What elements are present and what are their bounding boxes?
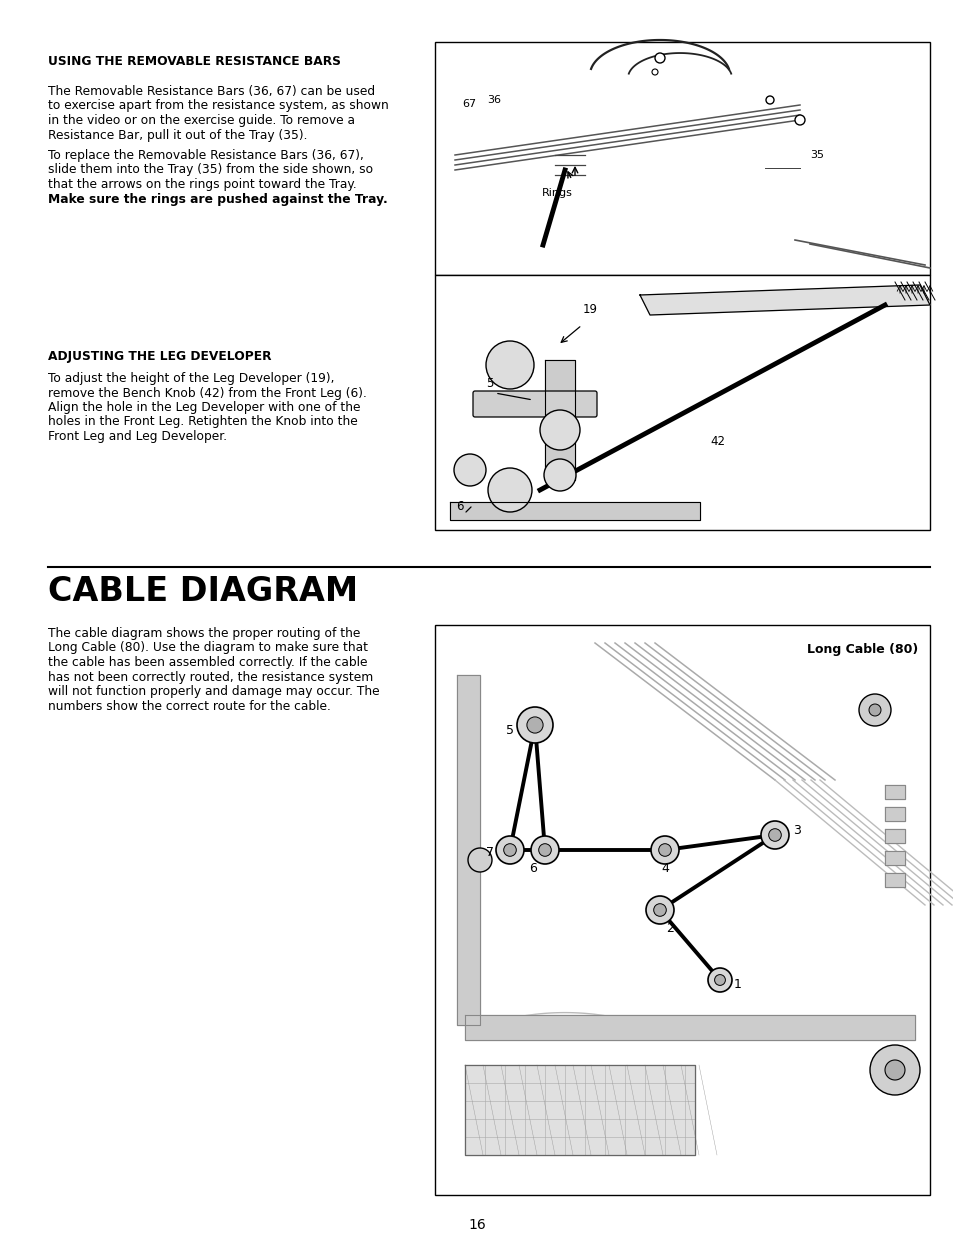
- Text: 6: 6: [456, 500, 463, 513]
- Text: 5: 5: [485, 377, 493, 390]
- Text: 42: 42: [709, 435, 724, 448]
- Text: numbers show the correct route for the cable.: numbers show the correct route for the c…: [48, 699, 331, 713]
- Text: CABLE DIAGRAM: CABLE DIAGRAM: [48, 576, 357, 608]
- Circle shape: [794, 115, 804, 125]
- Bar: [435, 275, 929, 530]
- Circle shape: [645, 897, 673, 924]
- Circle shape: [496, 836, 523, 864]
- Polygon shape: [884, 806, 904, 821]
- Circle shape: [503, 844, 516, 856]
- Text: the cable has been assembled correctly. If the cable: the cable has been assembled correctly. …: [48, 656, 367, 669]
- Circle shape: [531, 836, 558, 864]
- Circle shape: [768, 829, 781, 841]
- Text: Resistance Bar, pull it out of the Tray (35).: Resistance Bar, pull it out of the Tray …: [48, 128, 307, 142]
- Text: slide them into the Tray (35) from the side shown, so: slide them into the Tray (35) from the s…: [48, 163, 373, 177]
- Text: Long Cable (80). Use the diagram to make sure that: Long Cable (80). Use the diagram to make…: [48, 641, 368, 655]
- Text: in the video or on the exercise guide. To remove a: in the video or on the exercise guide. T…: [48, 114, 355, 127]
- Polygon shape: [884, 873, 904, 887]
- Text: will not function properly and damage may occur. The: will not function properly and damage ma…: [48, 685, 379, 698]
- Circle shape: [714, 974, 724, 986]
- Text: 36: 36: [486, 95, 500, 105]
- Text: 67: 67: [461, 99, 476, 109]
- Polygon shape: [639, 285, 929, 315]
- Polygon shape: [464, 1065, 695, 1155]
- Text: 16: 16: [468, 1218, 485, 1233]
- Bar: [435, 42, 929, 275]
- Text: has not been correctly routed, the resistance system: has not been correctly routed, the resis…: [48, 671, 373, 683]
- Text: remove the Bench Knob (42) from the Front Leg (6).: remove the Bench Knob (42) from the Fron…: [48, 387, 367, 399]
- Circle shape: [454, 454, 485, 487]
- Circle shape: [650, 836, 679, 864]
- Text: The Removable Resistance Bars (36, 67) can be used: The Removable Resistance Bars (36, 67) c…: [48, 85, 375, 98]
- Polygon shape: [456, 676, 479, 1025]
- Circle shape: [468, 848, 492, 872]
- Text: Long Cable (80): Long Cable (80): [806, 643, 917, 656]
- Circle shape: [760, 821, 788, 848]
- Text: that the arrows on the rings point toward the Tray.: that the arrows on the rings point towar…: [48, 178, 356, 191]
- Circle shape: [655, 53, 664, 63]
- Polygon shape: [884, 829, 904, 844]
- Text: Align the hole in the Leg Developer with one of the: Align the hole in the Leg Developer with…: [48, 401, 360, 414]
- Circle shape: [517, 706, 553, 743]
- Circle shape: [485, 341, 534, 389]
- Circle shape: [707, 968, 731, 992]
- Circle shape: [526, 716, 542, 734]
- Polygon shape: [450, 501, 700, 520]
- Text: 19: 19: [582, 303, 598, 316]
- Text: 5: 5: [505, 724, 514, 736]
- Polygon shape: [884, 851, 904, 864]
- Text: Make sure the rings are pushed against the Tray.: Make sure the rings are pushed against t…: [48, 193, 387, 205]
- Circle shape: [539, 410, 579, 450]
- Text: 2: 2: [665, 921, 673, 935]
- Circle shape: [858, 694, 890, 726]
- Polygon shape: [544, 359, 575, 480]
- Polygon shape: [884, 785, 904, 799]
- Text: Front Leg and Leg Developer.: Front Leg and Leg Developer.: [48, 430, 227, 443]
- Circle shape: [884, 1060, 904, 1079]
- Circle shape: [488, 468, 532, 513]
- Text: ADJUSTING THE LEG DEVELOPER: ADJUSTING THE LEG DEVELOPER: [48, 350, 272, 363]
- Circle shape: [538, 844, 551, 856]
- Bar: [435, 625, 929, 1195]
- Circle shape: [765, 96, 773, 104]
- Text: 6: 6: [529, 862, 537, 874]
- Circle shape: [543, 459, 576, 492]
- Text: 35: 35: [809, 149, 823, 161]
- Text: 1: 1: [733, 978, 741, 992]
- Text: 4: 4: [660, 862, 668, 874]
- FancyBboxPatch shape: [473, 391, 597, 417]
- Text: To adjust the height of the Leg Developer (19),: To adjust the height of the Leg Develope…: [48, 372, 335, 385]
- Text: 7: 7: [485, 846, 494, 858]
- Text: to exercise apart from the resistance system, as shown: to exercise apart from the resistance sy…: [48, 100, 388, 112]
- Circle shape: [653, 904, 665, 916]
- Text: holes in the Front Leg. Retighten the Knob into the: holes in the Front Leg. Retighten the Kn…: [48, 415, 357, 429]
- Text: 3: 3: [792, 824, 801, 836]
- Text: The cable diagram shows the proper routing of the: The cable diagram shows the proper routi…: [48, 627, 360, 640]
- Circle shape: [869, 1045, 919, 1095]
- Circle shape: [868, 704, 880, 716]
- Circle shape: [651, 69, 658, 75]
- Polygon shape: [464, 1015, 914, 1040]
- Text: USING THE REMOVABLE RESISTANCE BARS: USING THE REMOVABLE RESISTANCE BARS: [48, 56, 340, 68]
- Text: Rings: Rings: [541, 188, 572, 198]
- Circle shape: [658, 844, 671, 856]
- Text: To replace the Removable Resistance Bars (36, 67),: To replace the Removable Resistance Bars…: [48, 149, 363, 162]
